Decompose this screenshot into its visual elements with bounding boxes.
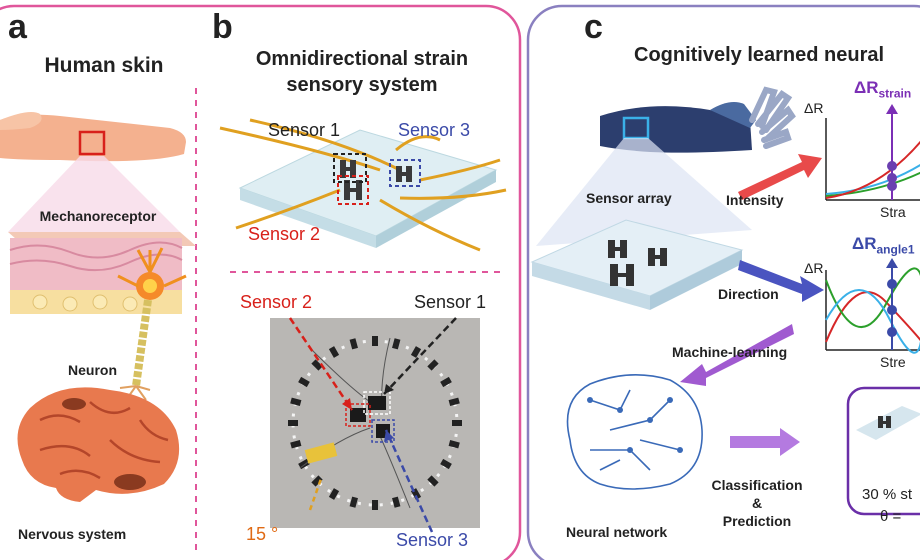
neuron-illustration	[117, 247, 187, 401]
photo-tick-mark	[328, 346, 340, 358]
panel-c-illustration	[530, 86, 920, 516]
photo-tick-mark	[298, 458, 310, 470]
photo-tick-mark	[328, 488, 340, 500]
photo-tick-mark	[448, 397, 460, 406]
sensor-photo	[270, 318, 480, 528]
plot1	[825, 104, 920, 201]
plot1-xlabel: Stra	[880, 204, 906, 220]
arm-illustration	[0, 112, 186, 162]
panel-a-letter: a	[8, 8, 27, 46]
projection-cone-c	[536, 138, 752, 246]
photo-tick-mark	[298, 376, 310, 388]
photo-tick-mark	[427, 475, 439, 487]
panel-c-title: Cognitively learned neural	[634, 44, 885, 66]
photo-sensor2-label: Sensor 2	[240, 292, 313, 312]
photo-tick-mark	[288, 420, 298, 426]
plot2-ylabel: ΔR	[804, 260, 824, 276]
brain-illustration	[17, 387, 180, 502]
panel-b-title-line1: Omnidirectional strain	[255, 48, 469, 70]
plot1-marker-sub: strain	[878, 86, 912, 101]
intensity-arrow	[738, 154, 822, 200]
classification-block: Classification & Prediction	[700, 476, 814, 530]
photo-tick-mark	[311, 475, 323, 487]
photo-tick-mark	[410, 346, 422, 358]
plot2	[825, 258, 920, 354]
sensor-array-label: Sensor array	[586, 190, 672, 206]
photo-tick-mark	[349, 338, 358, 350]
classification-label: Classification	[711, 477, 803, 493]
sensor2-label: Sensor 2	[248, 224, 321, 244]
plot2-marker-main: ΔR	[852, 234, 877, 253]
result-line1: 30 % st	[862, 486, 913, 503]
panel-ab-frame	[0, 4, 522, 560]
neural-network-label: Neural network	[566, 524, 668, 540]
direction-arrow	[738, 260, 824, 302]
nervous-system-label: Nervous system	[18, 526, 127, 542]
panel-c-frame	[526, 4, 920, 560]
angle-label: 15 °	[246, 524, 279, 544]
plot1-marker-main: ΔR	[854, 78, 879, 97]
photo-tick-mark	[392, 338, 401, 350]
photo-sensor3-label: Sensor 3	[396, 530, 469, 550]
plot2-marker-sub: angle1	[876, 242, 915, 257]
sensor-plate-illustration	[219, 118, 507, 252]
photo-tick-mark	[392, 496, 401, 508]
ml-arrow	[680, 324, 794, 386]
photo-tick-mark	[427, 359, 439, 371]
panel-b-letter: b	[212, 8, 233, 46]
result-line2: θ =	[880, 508, 902, 525]
photo-pointers	[288, 317, 457, 533]
projection-cone	[8, 156, 180, 232]
sensor1-box	[333, 153, 367, 183]
sensor-array-plate	[530, 219, 744, 310]
panel-b-title-line2: sensory system	[286, 74, 438, 96]
machine-learning-label: Machine-learning	[672, 344, 788, 360]
plot1-ylabel: ΔR	[804, 100, 824, 116]
plot2-xlabel: Stre	[880, 354, 906, 370]
classification-arrow	[730, 428, 800, 456]
panel-c-letter: c	[584, 8, 603, 46]
photo-tick-mark	[372, 336, 378, 346]
photo-sensor1-label: Sensor 1	[414, 292, 487, 312]
plot2-marker: ΔRangle1	[852, 234, 915, 256]
photo-tick-mark	[452, 420, 462, 426]
photo-tick-mark	[311, 359, 323, 371]
intensity-label: Intensity	[726, 192, 784, 208]
sensor3-label: Sensor 3	[398, 120, 471, 140]
skin-highlight-box	[78, 130, 106, 156]
neural-network-brain	[566, 374, 703, 490]
panel-b-title: Omnidirectional strain sensory system	[212, 46, 512, 98]
sensor1-label: Sensor 1	[268, 120, 341, 140]
photo-tick-mark	[290, 440, 302, 449]
photo-tick-mark	[440, 458, 452, 470]
panel-a-illustration	[0, 112, 196, 502]
photo-tick-mark	[290, 397, 302, 406]
plot1-marker: ΔRstrain	[854, 78, 911, 100]
neuron-label: Neuron	[68, 362, 117, 378]
sensor2-box	[337, 175, 369, 205]
photo-tick-mark	[372, 500, 378, 510]
sensor3-box	[389, 159, 421, 187]
photo-tick-mark	[440, 376, 452, 388]
photo-tick-mark	[349, 496, 358, 508]
panel-a-title: Human skin	[44, 54, 164, 77]
mechanoreceptor-label: Mechanoreceptor	[39, 208, 157, 224]
direction-label: Direction	[718, 286, 779, 302]
prediction-label: Prediction	[722, 513, 792, 529]
photo-tick-mark	[448, 440, 460, 449]
amp-label: &	[751, 495, 763, 511]
skin-block-illustration	[8, 232, 196, 314]
